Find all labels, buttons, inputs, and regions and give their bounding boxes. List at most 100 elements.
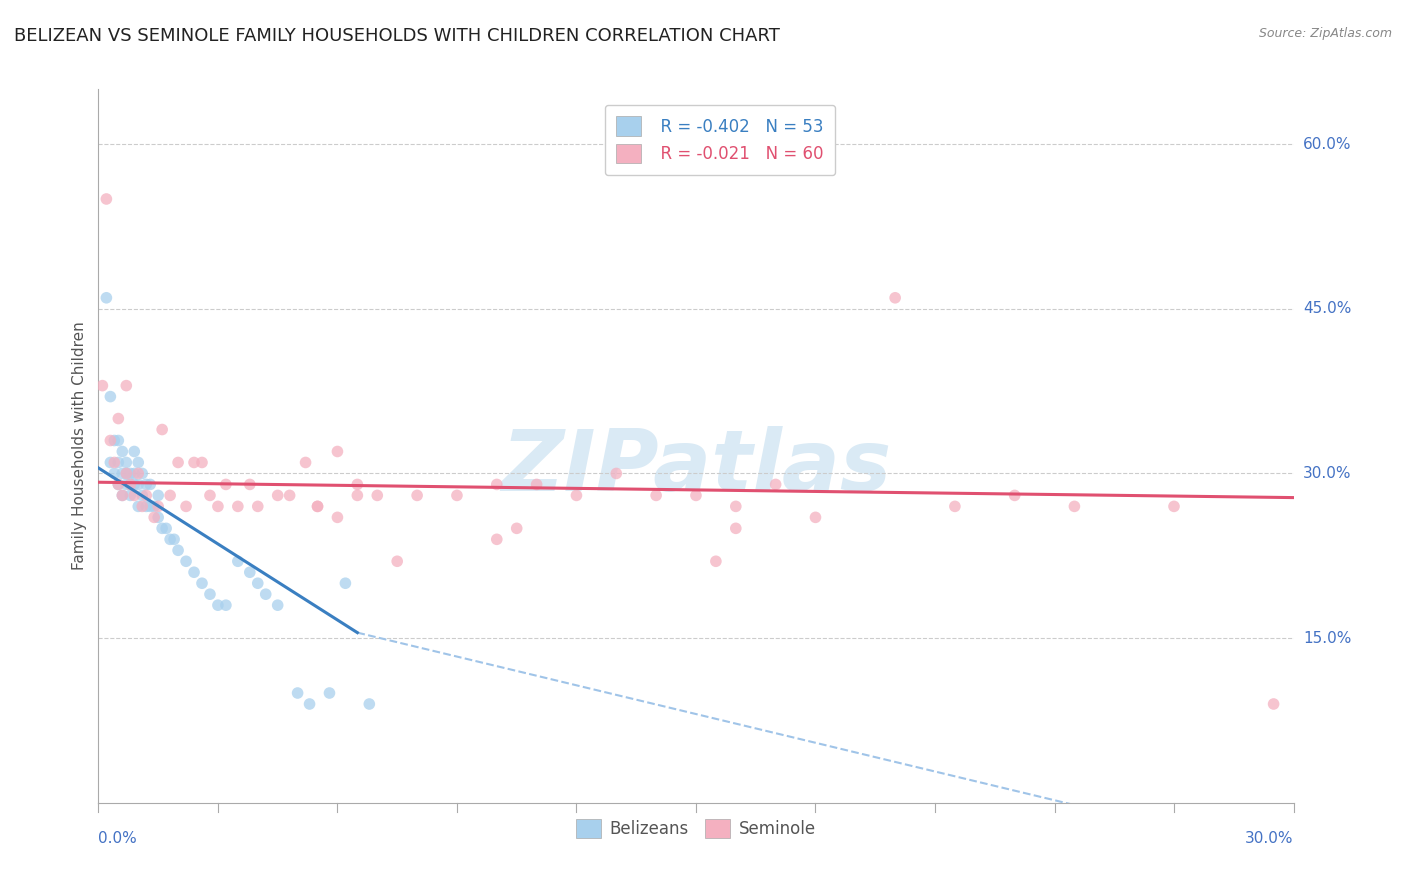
Point: [135, 488, 157, 502]
Point: [143, 510, 166, 524]
Point: [278, 488, 301, 502]
Point: [267, 598, 290, 612]
Point: [155, 521, 177, 535]
Point: [148, 500, 170, 514]
Point: [167, 455, 190, 469]
Point: [131, 500, 153, 514]
Point: [183, 455, 205, 469]
Point: [1063, 500, 1085, 514]
Point: [103, 467, 125, 481]
Point: [294, 455, 316, 469]
Point: [124, 477, 146, 491]
Point: [167, 543, 190, 558]
Point: [115, 455, 138, 469]
Point: [135, 500, 157, 514]
Point: [506, 521, 529, 535]
Point: [163, 533, 186, 547]
Point: [91, 378, 114, 392]
Point: [115, 477, 138, 491]
Point: [150, 423, 173, 437]
Point: [346, 477, 368, 491]
Y-axis label: Family Households with Children: Family Households with Children: [72, 322, 87, 570]
Point: [307, 500, 329, 514]
Point: [103, 434, 125, 448]
Point: [565, 488, 588, 502]
Point: [115, 467, 138, 481]
Point: [148, 488, 170, 502]
Point: [98, 390, 122, 404]
Point: [159, 488, 181, 502]
Point: [884, 291, 907, 305]
Point: [107, 411, 129, 425]
Point: [139, 477, 162, 491]
Point: [287, 686, 309, 700]
Point: [111, 444, 134, 458]
Point: [526, 477, 548, 491]
Point: [254, 587, 277, 601]
Point: [96, 291, 118, 305]
Point: [139, 500, 162, 514]
Point: [103, 455, 125, 469]
Point: [120, 477, 142, 491]
Text: 45.0%: 45.0%: [1303, 301, 1351, 317]
Point: [307, 500, 329, 514]
Point: [246, 576, 269, 591]
Text: Source: ZipAtlas.com: Source: ZipAtlas.com: [1258, 27, 1392, 40]
Text: 60.0%: 60.0%: [1303, 136, 1351, 152]
Point: [385, 554, 409, 568]
Point: [131, 488, 153, 502]
Point: [120, 467, 142, 481]
Point: [98, 434, 122, 448]
Point: [239, 477, 262, 491]
Point: [359, 697, 381, 711]
Point: [120, 477, 142, 491]
Point: [115, 378, 138, 392]
Point: [239, 566, 262, 580]
Point: [326, 510, 349, 524]
Point: [765, 477, 787, 491]
Point: [645, 488, 668, 502]
Point: [124, 488, 146, 502]
Point: [215, 598, 238, 612]
Point: [207, 598, 229, 612]
Point: [111, 488, 134, 502]
Point: [131, 467, 153, 481]
Point: [704, 554, 727, 568]
Text: BELIZEAN VS SEMINOLE FAMILY HOUSEHOLDS WITH CHILDREN CORRELATION CHART: BELIZEAN VS SEMINOLE FAMILY HOUSEHOLDS W…: [14, 27, 780, 45]
Point: [198, 587, 221, 601]
Point: [605, 467, 627, 481]
Point: [366, 488, 388, 502]
Point: [127, 500, 149, 514]
Point: [318, 686, 340, 700]
Legend: Belizeans, Seminole: Belizeans, Seminole: [569, 812, 823, 845]
Point: [1004, 488, 1026, 502]
Point: [135, 477, 157, 491]
Point: [485, 533, 508, 547]
Point: [183, 566, 205, 580]
Point: [1163, 500, 1185, 514]
Point: [804, 510, 827, 524]
Text: 15.0%: 15.0%: [1303, 631, 1351, 646]
Point: [127, 477, 149, 491]
Point: [150, 521, 173, 535]
Point: [124, 444, 146, 458]
Point: [298, 697, 321, 711]
Point: [148, 510, 170, 524]
Point: [174, 554, 197, 568]
Point: [326, 444, 349, 458]
Point: [111, 467, 134, 481]
Point: [685, 488, 707, 502]
Point: [215, 477, 238, 491]
Point: [191, 576, 214, 591]
Point: [346, 488, 368, 502]
Point: [174, 500, 197, 514]
Point: [446, 488, 468, 502]
Text: 0.0%: 0.0%: [98, 831, 138, 847]
Point: [107, 477, 129, 491]
Point: [226, 554, 249, 568]
Point: [107, 455, 129, 469]
Point: [143, 500, 166, 514]
Point: [124, 467, 146, 481]
Point: [406, 488, 429, 502]
Point: [120, 488, 142, 502]
